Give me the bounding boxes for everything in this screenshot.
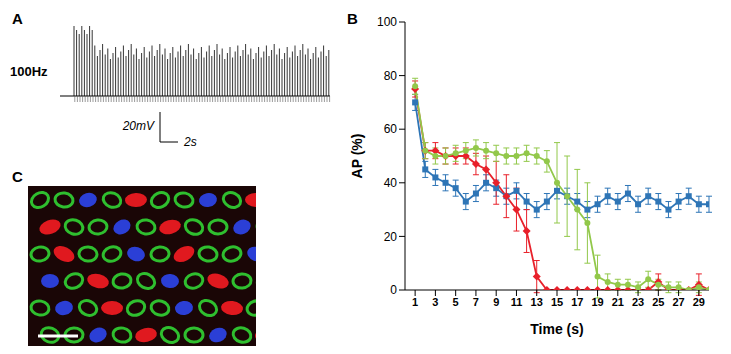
svg-text:9: 9 [493, 296, 499, 308]
svg-text:11: 11 [511, 296, 523, 308]
svg-text:Time (s): Time (s) [530, 321, 583, 337]
svg-text:21: 21 [612, 296, 624, 308]
svg-text:C: C [12, 168, 23, 185]
svg-text:17: 17 [571, 296, 583, 308]
svg-text:3: 3 [432, 296, 438, 308]
svg-text:5: 5 [453, 296, 459, 308]
svg-text:29: 29 [693, 296, 705, 308]
svg-text:AP (%): AP (%) [349, 134, 365, 179]
svg-text:19: 19 [591, 296, 603, 308]
svg-text:100: 100 [377, 15, 397, 29]
svg-text:60: 60 [384, 122, 398, 136]
svg-text:B: B [347, 10, 358, 27]
svg-text:80: 80 [384, 69, 398, 83]
svg-text:0: 0 [390, 283, 397, 297]
svg-text:23: 23 [632, 296, 644, 308]
svg-text:20mV: 20mV [122, 119, 155, 133]
svg-text:13: 13 [531, 296, 543, 308]
svg-text:A: A [12, 10, 23, 27]
svg-text:20: 20 [384, 230, 398, 244]
svg-text:27: 27 [672, 296, 684, 308]
svg-text:100Hz: 100Hz [10, 64, 48, 79]
svg-text:25: 25 [652, 296, 664, 308]
svg-text:7: 7 [473, 296, 479, 308]
svg-text:1: 1 [412, 296, 418, 308]
svg-text:2s: 2s [183, 135, 197, 149]
svg-text:15: 15 [551, 296, 563, 308]
svg-text:40: 40 [384, 176, 398, 190]
